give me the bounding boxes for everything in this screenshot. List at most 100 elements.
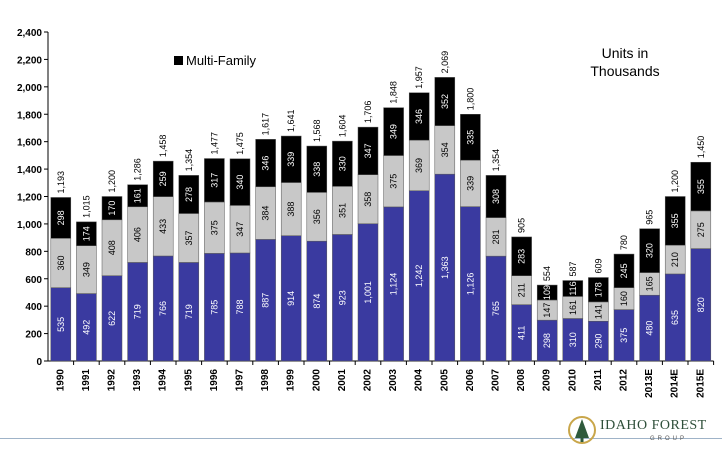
x-category-label: 2011 [593,369,604,391]
bar-segment-label: 349 [389,124,399,139]
bar-segment-label: 346 [414,109,424,124]
bar-total-label: 1,800 [465,88,475,111]
x-category-label: 1995 [183,369,194,392]
bar-segment-label: 820 [696,297,706,312]
bar-segment-label: 165 [645,276,655,291]
bar-segment-label: 788 [235,299,245,314]
bar-segment-label: 719 [133,304,143,319]
x-category-label: 2007 [491,369,502,392]
y-tick-label: 1,400 [17,165,42,176]
bar-total-label: 1,354 [184,149,194,172]
bar-total-label: 1,641 [286,110,296,133]
bar-segment-multi-family [485,175,507,218]
bar-segment-label: 765 [491,301,501,316]
bar-segment-label: 1,001 [363,281,373,304]
bar-segment-multi-family [152,160,174,197]
bar-segment-label: 116 [568,281,578,295]
bar-segment-label: 245 [619,263,629,278]
x-category-label: 2010 [567,369,578,392]
bar-segment-label: 874 [312,294,322,309]
x-category-label: 2003 [388,369,399,392]
bar-total-label: 587 [568,262,578,277]
bar-segment-multi-family [101,196,123,221]
bar-total-label: 1,354 [491,149,501,172]
bar-segment-label: 160 [619,291,629,306]
bar-segment-label: 408 [107,240,117,255]
x-category-label: 2005 [439,369,450,392]
bar-total-label: 1,193 [56,171,66,194]
x-category-label: 1992 [107,369,118,392]
bar-segment-label: 887 [261,293,271,308]
bar-segment-label: 356 [312,209,322,224]
x-category-label: 2004 [414,369,425,392]
bar-total-label: 1,200 [670,170,680,193]
bar-segment-label: 369 [414,158,424,173]
bar-segment-multi-family [76,221,97,246]
bar-segment-multi-family [613,253,635,288]
bar-segment-multi-family [127,184,148,208]
y-tick-label: 600 [25,275,42,286]
tree-icon [568,416,596,444]
x-category-label: 2001 [337,369,348,392]
bar-segment-label: 535 [56,317,66,332]
bar-segment-label: 170 [107,201,117,216]
bar-segment-label: 340 [235,175,245,190]
bar-total-label: 554 [542,266,552,281]
x-category-label: 2008 [516,369,527,392]
bar-segment-label: 375 [619,328,629,343]
bar-segment-label: 335 [465,130,475,145]
bar-segment-multi-family [50,197,72,239]
bar-total-label: 1,015 [81,195,91,218]
bar-total-label: 905 [517,218,527,233]
bar-segment-multi-family [332,140,353,187]
bar-segment-label: 923 [337,290,347,305]
bar-segment-label: 388 [286,202,296,217]
x-category-label: 2015E [695,369,706,398]
logo-sub: GROUP [650,436,688,442]
bar-segment-multi-family [536,284,558,301]
bar-total-label: 1,286 [133,158,143,181]
bar-segment-label: 375 [389,174,399,189]
bar-total-label: 1,604 [337,115,347,138]
company-logo: IDAHO FOREST GROUP [566,412,716,448]
y-tick-label: 0 [36,357,42,368]
x-category-label: 1998 [260,369,271,392]
legend-label: Multi-Family [186,53,257,68]
bar-segment-label: 275 [696,222,706,237]
bar-total-label: 1,957 [414,66,424,89]
bar-segment-label: 914 [286,291,296,306]
bar-segment-label: 211 [517,283,527,297]
x-category-label: 2000 [311,369,322,392]
bar-segment-label: 141 [593,304,603,319]
bar-segment-multi-family [639,228,660,273]
bar-segment-label: 298 [542,333,552,348]
bar-segment-label: 351 [337,203,347,218]
bar-segment-label: 310 [568,332,578,347]
bar-segment-multi-family [204,158,225,203]
bar-total-label: 1,848 [389,81,399,104]
bar-segment-label: 766 [158,301,168,316]
bar-total-label: 780 [619,235,629,250]
bar-segment-multi-family [229,158,251,206]
legend: Multi-Family [174,53,256,68]
bar-segment-multi-family [460,114,481,161]
bar-segment-label: 480 [645,321,655,336]
y-tick-label: 1,800 [17,110,42,121]
bar-segment-label: 283 [517,249,527,264]
bar-segment-label: 346 [261,156,271,171]
bar-total-label: 1,568 [312,120,322,143]
bar-segment-label: 375 [209,220,219,235]
bar-segment-label: 622 [107,311,117,326]
bar-segment-label: 355 [696,179,706,194]
units-annotation: Units in Thousands [560,44,690,80]
y-tick-label: 200 [25,330,42,341]
bar-segment-label: 317 [209,173,219,188]
bar-segment-label: 347 [363,143,373,158]
x-category-label: 1999 [286,369,297,392]
bar-total-label: 965 [645,210,655,225]
bar-segment-label: 178 [593,282,603,297]
units-line-2: Thousands [590,63,660,79]
bar-segment-label: 1,126 [465,273,475,296]
bar-segment-label: 1,242 [414,265,424,288]
